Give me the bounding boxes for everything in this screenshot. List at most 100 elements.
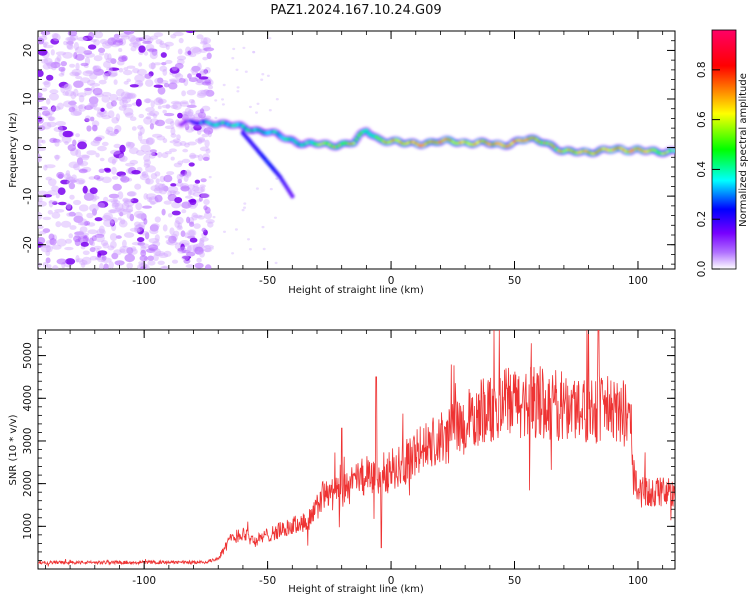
ridge-cell [256,128,259,131]
noise-blob [165,59,173,64]
ridge-cell [417,143,420,146]
noise-blob [200,89,212,95]
noise-blob [117,56,127,62]
noise-blob [191,65,198,70]
noise-blob [130,36,140,45]
noise-blob [52,265,59,269]
noise-blob [200,186,206,193]
noise-blob [157,260,165,265]
ridge-cell [515,139,519,142]
noise-blob [101,141,109,147]
colorbar-tick-label: 0.2 [696,211,708,228]
noise-blob [45,108,55,116]
ridge-cell [639,148,642,151]
noise-blob [268,109,272,112]
noise-blob [210,247,214,250]
noise-blob [170,133,177,138]
ridge-cell [330,145,333,148]
noise-blob [73,215,84,223]
ridge-cell [557,150,561,152]
ridge-cell [219,122,222,124]
ridge-cell [449,139,452,142]
noise-blob [205,148,211,154]
noise-blob [158,80,169,84]
noise-blob [52,201,58,205]
ridge-cell [249,129,252,132]
noise-blob [161,208,166,216]
noise-blob [163,174,173,183]
ridge-cell [501,144,504,147]
ridge-cell [590,152,593,155]
noise-blob [136,68,147,76]
noise-blob [38,200,47,207]
noise-blob [73,88,79,97]
noise-blob [179,141,187,146]
noise-blob [221,103,225,106]
noise-blob [204,248,212,253]
noise-blob [58,125,63,133]
noise-blob [75,133,80,138]
noise-blob [108,66,113,75]
ridge-cell [436,141,440,144]
ridge-cell [273,131,277,133]
noise-blob [74,231,84,236]
noise-blob [149,149,157,153]
noise-blob [130,46,137,52]
ridge-cell [244,127,247,130]
noise-blob [98,79,107,85]
noise-blob [139,255,148,262]
ridge-cell [261,131,264,133]
noise-blob [113,128,119,135]
noise-blob [38,48,48,56]
ridge-cell [318,143,321,146]
noise-blob [74,72,80,77]
noise-blob [58,81,69,89]
ridge-cell [350,143,353,145]
y-tick-label: 4000 [22,385,34,412]
noise-blob [170,100,182,105]
ridge-cell [533,137,536,140]
noise-blob [89,187,98,194]
noise-blob [139,126,145,135]
ridge-cell [466,142,469,144]
noise-blob [92,65,100,71]
ridge-cell [315,143,319,146]
noise-blob [38,262,42,268]
noise-blob [90,241,95,247]
noise-blob [141,172,147,176]
ridge-cell [585,150,588,153]
ridge-cell [513,140,516,143]
noise-blob [58,66,66,72]
noise-blob [70,99,76,108]
ridge-cell [422,144,425,147]
noise-blob [255,187,259,190]
noise-blob [108,261,114,269]
ridge-cell [365,129,368,132]
noise-blob [93,107,102,111]
noise-blob [78,95,85,103]
snr-frame [37,329,676,570]
ridge-cell [328,143,331,146]
ridge-cell [325,142,328,145]
ridge-cell [333,146,336,148]
noise-blob [69,194,75,200]
noise-blob [131,170,141,175]
ridge-cell [446,138,449,141]
ridge-cell [619,147,622,150]
noise-blob [168,78,179,82]
colorbar-gradient [711,29,737,270]
noise-blob [147,255,154,261]
ridge-cell [604,148,608,151]
noise-blob [110,149,121,155]
y-tick-label: -10 [22,188,34,205]
noise-blob [42,216,52,221]
noise-blob [83,50,93,55]
noise-blob [153,84,163,88]
noise-blob [150,201,156,205]
noise-blob [77,104,84,110]
noise-blob [119,144,126,153]
noise-blob [169,190,177,196]
noise-blob [256,102,260,106]
noise-blob [97,250,108,256]
